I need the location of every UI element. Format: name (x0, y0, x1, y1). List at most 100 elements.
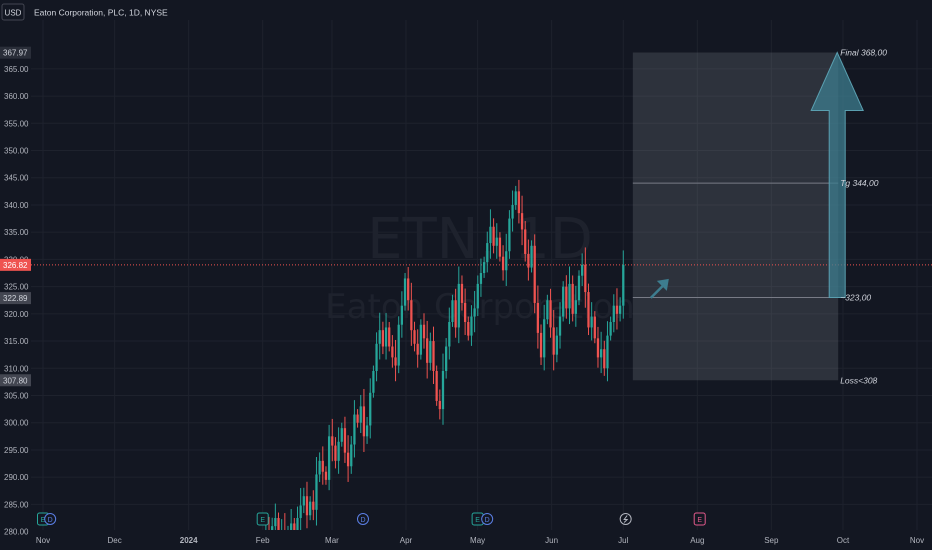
candle-body (520, 213, 524, 230)
candle-body (362, 406, 366, 437)
candle-body (426, 338, 429, 363)
candle-body (555, 335, 558, 355)
candle-body (457, 283, 460, 328)
candle-body (296, 517, 299, 532)
currency-badge[interactable] (1, 3, 25, 21)
candle-body (441, 371, 445, 410)
candle-body (524, 229, 527, 254)
x-tick-label: Apr (400, 536, 413, 545)
candle-body (299, 505, 302, 518)
candle-body (343, 428, 347, 453)
candle-body (350, 444, 353, 467)
price-tag-label: 322.89 (3, 294, 28, 303)
x-tick-label: Dec (108, 536, 122, 545)
candlestick-series (261, 179, 625, 550)
candle-body (302, 496, 305, 506)
x-tick-label: Jul (618, 536, 628, 545)
candle-body (419, 324, 422, 355)
price-axis[interactable] (0, 0, 31, 550)
candle-body (552, 327, 555, 355)
candle-body (407, 278, 410, 301)
candle-body (606, 335, 609, 369)
candle-body (571, 283, 574, 314)
candle-body (498, 237, 502, 257)
candle-body (359, 406, 362, 423)
candle-body (400, 305, 404, 325)
candle-body (622, 264, 625, 306)
candle-body (505, 251, 508, 271)
x-tick-label: May (470, 536, 485, 545)
candle-body (391, 346, 394, 358)
candle-body (340, 428, 343, 442)
candle-body (290, 523, 293, 535)
earnings-marker-label: E (41, 517, 46, 524)
y-tick-label: 350.00 (4, 147, 29, 156)
projection-level-label: Final 368,00 (840, 48, 887, 58)
candle-body (372, 371, 375, 393)
candle-body (492, 226, 495, 246)
candle-body (590, 316, 593, 328)
x-tick-label: Mar (325, 536, 339, 545)
candle-body (476, 283, 479, 309)
candle-body (543, 319, 546, 358)
x-tick-label: Nov (910, 536, 924, 545)
price-tag (0, 374, 31, 387)
price-tag-label: 326.82 (3, 261, 28, 270)
y-tick-label: 280.00 (4, 528, 29, 537)
candle-body (460, 283, 464, 303)
candle-body (356, 414, 359, 423)
price-tag-label: 307.80 (3, 376, 28, 385)
candle-body (324, 471, 328, 480)
candle-body (435, 371, 438, 401)
projection-level-label: ~323,00 (840, 293, 871, 303)
y-tick-label: 315.00 (4, 337, 29, 346)
earnings-marker-label: E (697, 517, 702, 524)
final-target-arrow (810, 51, 864, 299)
y-tick-label: 320.00 (4, 310, 29, 319)
candle-body (482, 262, 486, 274)
candle-body (473, 308, 476, 317)
y-tick-label: 290.00 (4, 473, 29, 482)
projection-level-label: Tg 344,00 (840, 178, 879, 188)
candle-body (599, 349, 603, 358)
candle-body (562, 286, 565, 317)
dividend-marker (481, 513, 494, 525)
candle-body (527, 253, 530, 268)
candle-body (381, 330, 385, 347)
candle-body (517, 191, 521, 214)
candle-body (511, 204, 514, 219)
candle-body (501, 256, 505, 271)
projection-range-fill (632, 52, 839, 381)
time-axis[interactable] (31, 530, 932, 550)
candle-body (416, 343, 419, 355)
candle-body (479, 273, 483, 284)
candle-body (533, 245, 536, 303)
candle-body (375, 343, 378, 372)
candle-body (369, 392, 372, 426)
candle-body (451, 300, 454, 323)
candle-body (353, 414, 356, 445)
candle-body (486, 243, 489, 263)
candle-body (612, 305, 615, 323)
small-arrow-head (656, 278, 669, 291)
y-tick-label: 355.00 (4, 119, 29, 128)
candle-body (293, 523, 296, 532)
candle-body (603, 349, 606, 369)
candle-body (365, 425, 369, 437)
projection-level-label: Loss<308 (840, 375, 877, 385)
projection-box[interactable] (632, 52, 839, 381)
dividend-marker (356, 513, 369, 525)
candle-body (549, 300, 552, 328)
watermark-name: Eaton Corporation (325, 287, 635, 327)
projection-arrows[interactable] (649, 51, 864, 299)
candle-body (384, 327, 388, 347)
candle-body (388, 327, 391, 347)
candle-body (495, 237, 498, 246)
candle-body (305, 496, 309, 516)
watermark-ticker: ETN, 1D (367, 207, 593, 272)
candle-body (394, 357, 397, 366)
candle-body (489, 226, 492, 244)
